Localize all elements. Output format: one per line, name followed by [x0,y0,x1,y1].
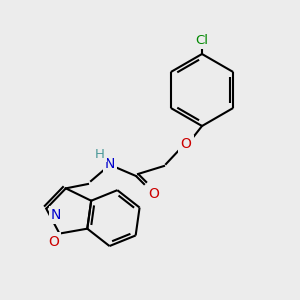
Text: N: N [105,157,115,171]
Text: H: H [95,148,105,160]
Text: Cl: Cl [196,34,208,47]
Text: O: O [48,235,59,249]
Text: O: O [148,187,159,201]
Text: N: N [51,208,62,222]
Text: O: O [181,137,191,151]
